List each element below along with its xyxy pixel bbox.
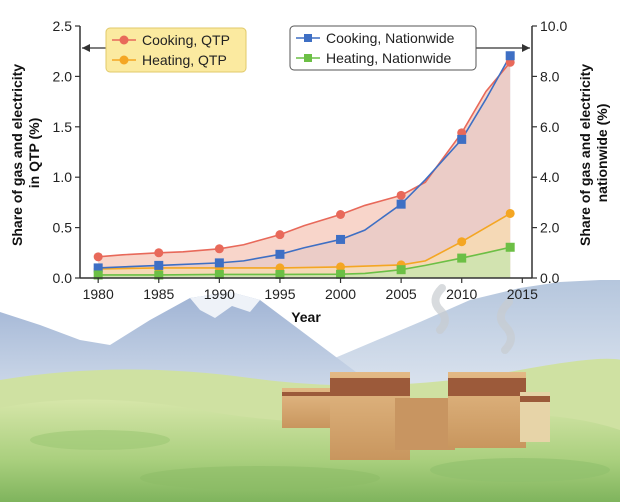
point-cooking-nationwide (275, 249, 285, 259)
y-axis-right-title: Share of gas and electricity nationwide … (577, 60, 610, 246)
area-cooking-qtp (98, 62, 511, 279)
y-axis-left-title-line2: in QTP (%) (26, 118, 42, 189)
house (395, 398, 455, 450)
legend-qtp: Cooking, QTP Heating, QTP (105, 27, 247, 73)
point-cooking-nationwide (336, 234, 346, 244)
x-tick-label: 2010 (446, 286, 477, 302)
point-cooking-nationwide (154, 260, 164, 270)
point-cooking-qtp (214, 244, 224, 254)
area-fills (98, 55, 511, 279)
y-left-tick-label: 1.5 (53, 119, 73, 135)
y-right-tick-label: 10.0 (540, 18, 567, 34)
point-cooking-nationwide (396, 199, 406, 209)
point-cooking-nationwide (214, 258, 224, 268)
arrow-right-head (522, 44, 530, 52)
y-right-tick-label: 8.0 (540, 68, 560, 84)
grass-patch (140, 466, 380, 490)
house-trim (448, 378, 526, 396)
point-heating-qtp (336, 262, 346, 272)
legend-marker-cooking-qtp (119, 35, 129, 45)
line-heating-qtp (98, 212, 511, 270)
legend-marker-cooking-nationwide (304, 34, 312, 42)
mountain-snow (190, 292, 260, 318)
legend-nationwide-box (289, 25, 477, 71)
y-left-tick-label: 0.0 (53, 270, 73, 286)
legend-marker-heating-qtp (119, 55, 129, 65)
y-left-tick-label: 0.5 (53, 220, 73, 236)
chimney-smoke (431, 284, 449, 334)
point-heating-nationwide (93, 270, 103, 280)
x-tick-label: 2005 (386, 286, 417, 302)
x-tick-label: 1990 (204, 286, 235, 302)
point-heating-nationwide (214, 269, 224, 279)
legend-nationwide: Cooking, Nationwide Heating, Nationwide (289, 25, 477, 71)
point-heating-nationwide (154, 270, 164, 280)
y-axis-right-ticks: 0.0 2.0 4.0 6.0 8.0 10.0 (532, 18, 567, 286)
legend-label-heating-nationwide: Heating, Nationwide (326, 50, 452, 66)
x-tick-label: 2000 (325, 286, 356, 302)
axes (79, 26, 533, 279)
y-right-tick-label: 0.0 (540, 270, 560, 286)
house-trim (282, 392, 332, 396)
y-axis-left-ticks: 0.0 0.5 1.0 1.5 2.0 2.5 (53, 18, 80, 286)
point-cooking-qtp (336, 209, 346, 219)
tibetan-houses (282, 284, 550, 460)
landscape-illustration (0, 280, 620, 502)
y-axis-left-title: Share of gas and electricity in QTP (%) (9, 60, 42, 246)
chimney-smoke (496, 298, 515, 354)
x-tick-label: 1980 (83, 286, 114, 302)
grass-patch (430, 458, 610, 482)
point-cooking-qtp (396, 190, 406, 200)
point-cooking-qtp (275, 230, 285, 240)
x-axis-title: Year (291, 309, 321, 325)
point-heating-nationwide (457, 253, 467, 263)
point-heating-qtp (457, 237, 467, 247)
y-axis-right-title-line1: Share of gas and electricity (577, 64, 593, 246)
point-heating-qtp (505, 208, 515, 218)
y-right-tick-label: 4.0 (540, 169, 560, 185)
point-heating-nationwide (505, 242, 515, 252)
legend-qtp-box (105, 27, 247, 73)
x-tick-label: 1985 (143, 286, 174, 302)
y-left-tick-label: 1.0 (53, 169, 73, 185)
y-right-tick-label: 6.0 (540, 119, 560, 135)
grass-patch (30, 430, 170, 450)
axis-direction-arrows (82, 44, 530, 52)
legend-label-cooking-qtp: Cooking, QTP (142, 32, 230, 48)
point-heating-nationwide (396, 265, 406, 275)
point-cooking-qtp (93, 252, 103, 262)
line-heating-nationwide (98, 246, 511, 276)
y-axis-left-title-line1: Share of gas and electricity (9, 64, 25, 246)
point-cooking-qtp (154, 248, 164, 258)
house-trim (330, 378, 410, 396)
x-tick-label: 2015 (507, 286, 538, 302)
line-cooking-qtp (98, 61, 511, 258)
series-markers (93, 51, 515, 280)
point-cooking-nationwide (505, 51, 515, 61)
y-left-tick-label: 2.0 (53, 68, 73, 84)
y-axis-right-title-line2: nationwide (%) (594, 104, 610, 203)
y-right-tick-label: 2.0 (540, 220, 560, 236)
x-axis-ticks: 1980 1985 1990 1995 2000 2005 2010 2015 (83, 278, 538, 302)
y-left-tick-label: 2.5 (53, 18, 73, 34)
point-heating-nationwide (336, 269, 346, 279)
house-trim (520, 396, 550, 402)
area-heating-nationwide (98, 247, 511, 278)
x-tick-label: 1995 (264, 286, 295, 302)
arrow-left-head (82, 44, 90, 52)
legend-label-cooking-nationwide: Cooking, Nationwide (326, 30, 455, 46)
point-cooking-nationwide (93, 263, 103, 273)
point-cooking-nationwide (457, 134, 467, 144)
legend-marker-heating-nationwide (304, 54, 312, 62)
point-heating-nationwide (275, 269, 285, 279)
legend-label-heating-qtp: Heating, QTP (142, 52, 227, 68)
